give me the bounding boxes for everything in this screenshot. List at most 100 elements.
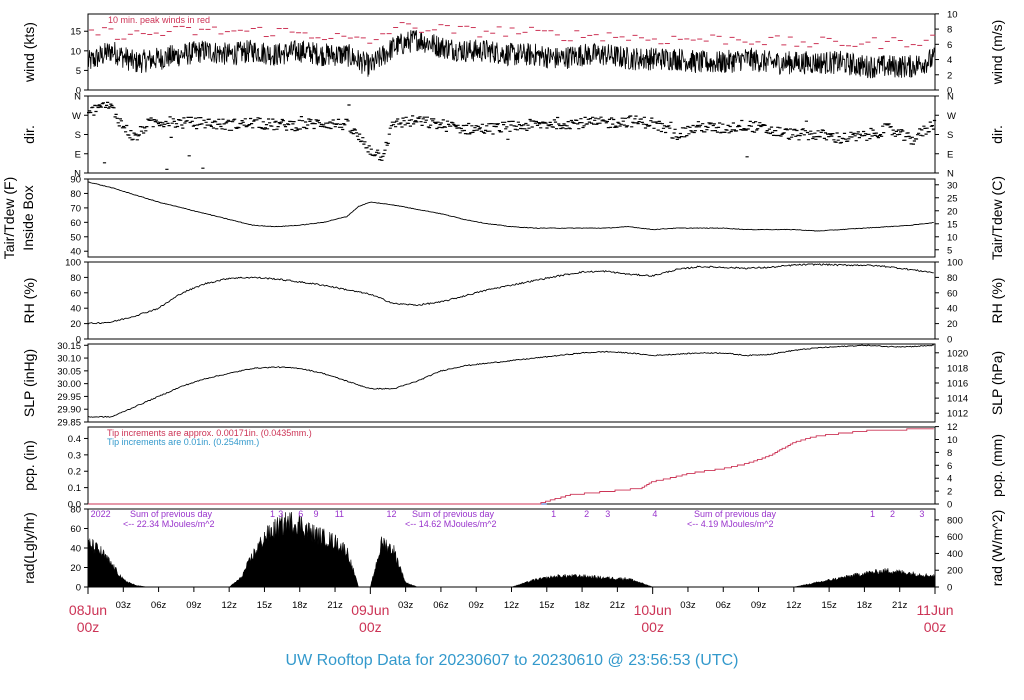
x-tick-label: 21z	[892, 600, 908, 611]
day-label-time: 00z	[641, 619, 664, 635]
rad-left-tick-label: 20	[70, 563, 81, 574]
page-title: UW Rooftop Data for 20230607 to 20230610…	[286, 652, 739, 669]
rh-ylabel-right: RH (%)	[989, 278, 1005, 324]
slp-right-tick-label: 1018	[947, 363, 968, 374]
wind-line	[87, 29, 935, 79]
pcp-right-tick-label: 4	[947, 474, 952, 485]
rh-left-tick-label: 100	[65, 258, 81, 269]
slp-right-tick-label: 1016	[947, 379, 968, 390]
temp-line	[87, 181, 934, 232]
dir-left-tick-label: W	[72, 111, 81, 122]
temp-frame	[87, 178, 936, 258]
wind-right-tick-label: 6	[947, 40, 952, 51]
rad-left-tick-label: 60	[70, 524, 81, 535]
wind-frame	[87, 13, 936, 91]
dir-right-tick-label: E	[947, 149, 953, 160]
rh-right-tick-label: 60	[947, 288, 958, 299]
pcp-right-tick-label: 6	[947, 461, 952, 472]
pcp-left-tick-label: 0.1	[68, 483, 81, 494]
dir-right-tick-label: W	[947, 111, 956, 122]
pcp-red-line	[88, 428, 934, 505]
rad-right-tick-label: 400	[947, 549, 963, 560]
wind-right-tick-label: 0	[947, 86, 952, 97]
rad-right-tick-label: 600	[947, 532, 963, 543]
rh-right-tick-label: 0	[947, 335, 952, 346]
rad-hour-marker: 9	[314, 509, 319, 519]
rad-hour-marker: 2	[890, 509, 895, 519]
x-tick-label: 12z	[786, 600, 802, 611]
day-label-time: 00z	[359, 619, 382, 635]
rad-sum-label: Sum of previous day	[694, 509, 777, 519]
dir-right-tick-label: N	[947, 169, 954, 180]
rad-hour-marker: 20	[91, 509, 101, 519]
slp-right-tick-label: 1014	[947, 394, 968, 405]
x-tick-label: 12z	[222, 600, 238, 611]
rad-area	[87, 512, 936, 588]
rad-sum-label: Sum of previous day	[130, 509, 213, 519]
dir-right-tick-label: N	[947, 92, 954, 103]
rad-right-tick-label: 200	[947, 566, 963, 577]
x-tick-label: 09z	[469, 600, 485, 611]
temp-left-tick-label: 60	[70, 218, 81, 229]
x-tick-label: 09z	[751, 600, 767, 611]
slp-left-tick-label: 30.10	[57, 354, 81, 365]
rad-ylabel-left: rad(Lgly/hr)	[21, 512, 37, 584]
rad-hour-marker: 4	[652, 509, 657, 519]
rad-sum-value: <-- 14.62 MJoules/m^2	[405, 519, 497, 529]
rad-hour-marker: 3	[605, 509, 610, 519]
dir-ylabel-left: dir.	[21, 125, 37, 144]
slp-ylabel-right: SLP (hPa)	[989, 351, 1005, 415]
temp-ylabel-left-2: Inside Box	[20, 185, 36, 250]
pcp-left-tick-label: 0.0	[68, 500, 81, 511]
wind-left-tick-label: 15	[70, 27, 81, 38]
pcp-note-red: Tip increments are approx. 0.00171in. (0…	[107, 428, 312, 438]
x-tick-label: 12z	[504, 600, 520, 611]
temp-ylabel-left-1: Tair/Tdew (F)	[1, 177, 17, 259]
temp-right-tick-label: 10	[947, 232, 958, 243]
slp-line	[87, 344, 934, 418]
dir-left-tick-label: S	[75, 130, 81, 141]
slp-right-tick-label: 1020	[947, 348, 968, 359]
rad-hour-marker: 1	[270, 509, 275, 519]
temp-right-tick-label: 15	[947, 219, 958, 230]
x-tick-label: 18z	[292, 600, 308, 611]
temp-right-tick-label: 25	[947, 193, 958, 204]
rh-ylabel-left: RH (%)	[21, 278, 37, 324]
rad-hour-marker: 12	[386, 509, 396, 519]
rad-hour-marker: 3	[278, 509, 283, 519]
slp-left-tick-label: 30.05	[57, 366, 81, 377]
temp-right-tick-label: 30	[947, 180, 958, 191]
dir-left-tick-label: E	[75, 149, 81, 160]
rad-hour-marker: 11	[335, 509, 344, 519]
rad-left-tick-label: 0	[76, 583, 81, 594]
rad-sum-value: <-- 22.34 MJoules/m^2	[123, 519, 215, 529]
rad-left-tick-label: 80	[70, 505, 81, 516]
pcp-right-tick-label: 0	[947, 500, 952, 511]
slp-left-tick-label: 29.90	[57, 405, 81, 416]
day-label-time: 00z	[924, 619, 947, 635]
dir-ylabel-right: dir.	[989, 125, 1005, 144]
wind-right-tick-label: 8	[947, 25, 952, 36]
wind-ylabel-right: wind (m/s)	[989, 20, 1005, 86]
pcp-right-tick-label: 12	[947, 422, 958, 433]
temp-left-tick-label: 80	[70, 189, 81, 200]
x-tick-label: 21z	[327, 600, 343, 611]
day-label-date: 08Jun	[69, 602, 107, 618]
wind-peak-note: 10 min. peak winds in red	[108, 15, 210, 25]
rh-right-tick-label: 20	[947, 319, 958, 330]
slp-left-tick-label: 30.15	[57, 341, 81, 352]
x-tick-label: 03z	[680, 600, 696, 611]
rh-right-tick-label: 100	[947, 258, 963, 269]
rad-sum-label: Sum of previous day	[412, 509, 495, 519]
x-tick-label: 06z	[151, 600, 167, 611]
rad-hour-marker: 3	[919, 509, 924, 519]
pcp-right-tick-label: 8	[947, 448, 952, 459]
slp-frame	[87, 343, 936, 423]
temp-right-tick-label: 20	[947, 206, 958, 217]
rh-left-tick-label: 80	[70, 273, 81, 284]
day-label-date: 09Jun	[351, 602, 389, 618]
x-tick-label: 03z	[116, 600, 132, 611]
pcp-ylabel-left: pcp. (in)	[21, 440, 37, 491]
x-tick-label: 21z	[610, 600, 626, 611]
